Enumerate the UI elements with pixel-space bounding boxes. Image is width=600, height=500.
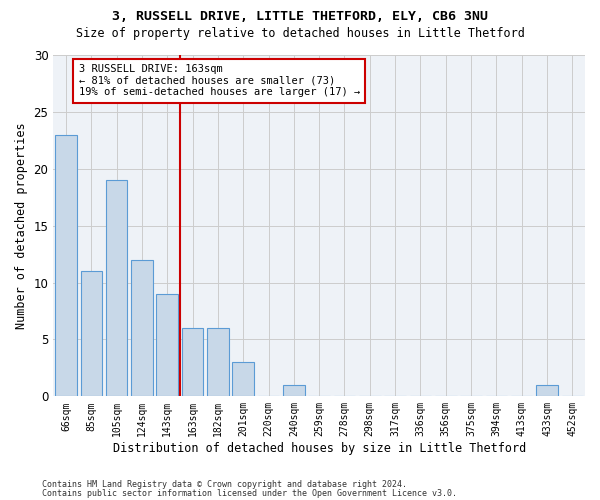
Bar bbox=[80, 271, 102, 396]
Bar bbox=[207, 328, 229, 396]
Bar bbox=[182, 328, 203, 396]
Text: 3 RUSSELL DRIVE: 163sqm
← 81% of detached houses are smaller (73)
19% of semi-de: 3 RUSSELL DRIVE: 163sqm ← 81% of detache… bbox=[79, 64, 360, 98]
X-axis label: Distribution of detached houses by size in Little Thetford: Distribution of detached houses by size … bbox=[113, 442, 526, 455]
Bar bbox=[157, 294, 178, 396]
Bar bbox=[283, 385, 305, 396]
Text: Contains HM Land Registry data © Crown copyright and database right 2024.: Contains HM Land Registry data © Crown c… bbox=[42, 480, 407, 489]
Bar bbox=[131, 260, 152, 396]
Bar bbox=[106, 180, 127, 396]
Bar bbox=[232, 362, 254, 396]
Text: 3, RUSSELL DRIVE, LITTLE THETFORD, ELY, CB6 3NU: 3, RUSSELL DRIVE, LITTLE THETFORD, ELY, … bbox=[112, 10, 488, 23]
Bar bbox=[536, 385, 558, 396]
Y-axis label: Number of detached properties: Number of detached properties bbox=[15, 122, 28, 329]
Bar bbox=[55, 134, 77, 396]
Text: Contains public sector information licensed under the Open Government Licence v3: Contains public sector information licen… bbox=[42, 488, 457, 498]
Text: Size of property relative to detached houses in Little Thetford: Size of property relative to detached ho… bbox=[76, 28, 524, 40]
